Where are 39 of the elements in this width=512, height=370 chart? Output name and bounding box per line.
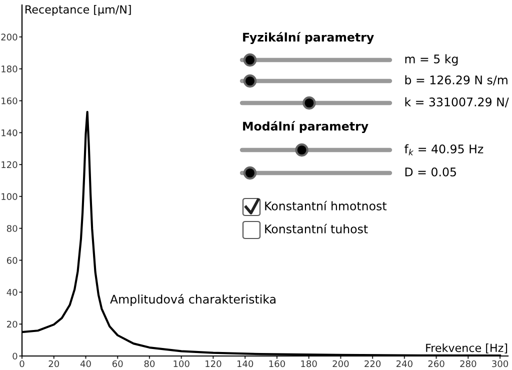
annotation: k = 331007.29 N/ — [405, 97, 509, 108]
annotation: f$_{k}$ = 40.95 Hz — [404, 144, 484, 156]
y-tick-label: 120 — [2, 161, 18, 168]
x-tick-label: 0 — [20, 360, 24, 368]
x-tick-label: 260 — [428, 360, 444, 368]
x-tick-label: 120 — [206, 360, 222, 368]
annotation: Konstantní hmotnost — [265, 200, 387, 210]
x-tick-label: 140 — [237, 360, 254, 368]
x-tick-label: 80 — [144, 360, 155, 368]
annotation: m = 5 kg — [405, 54, 458, 66]
y-tick-label: 80 — [6, 225, 18, 232]
x-tick-label: 240 — [396, 360, 412, 368]
y-tick-label: 140 — [2, 129, 18, 136]
y-tick-label: 20 — [7, 320, 18, 328]
x-tick-label: 60 — [112, 360, 123, 368]
annotation: Modální parametry — [243, 121, 368, 133]
annotation: b = 126.29 N s/m — [405, 75, 508, 86]
y-axis-title: Receptance [μm/N] — [26, 5, 131, 16]
x-tick-label: 220 — [364, 360, 381, 368]
x-tick-label: 20 — [48, 360, 60, 368]
annotation: Amplitudová charakteristika — [110, 294, 276, 306]
annotation: D = 0.05 — [405, 167, 456, 176]
x-tick-label: 280 — [460, 360, 476, 368]
x-tick-label: 100 — [174, 360, 190, 368]
x-tick-label: 300 — [492, 360, 508, 368]
annotation: Fyzikální parametry — [243, 32, 374, 44]
x-axis-title: Frekvence [Hz] — [426, 343, 508, 354]
y-tick-label: 180 — [2, 66, 18, 72]
y-tick-label: 100 — [2, 193, 18, 200]
y-tick-label: 160 — [2, 97, 18, 104]
y-tick-label: 40 — [6, 288, 18, 296]
y-tick-label: 0 — [12, 352, 18, 360]
x-tick-label: 40 — [80, 360, 91, 368]
x-tick-label: 200 — [332, 360, 349, 368]
annotation: Konstantní tuhost — [265, 224, 368, 234]
x-tick-label: 180 — [301, 360, 317, 368]
y-tick-label: 200 — [1, 34, 18, 40]
x-tick-label: 160 — [269, 360, 285, 368]
y-tick-label: 60 — [6, 257, 18, 264]
